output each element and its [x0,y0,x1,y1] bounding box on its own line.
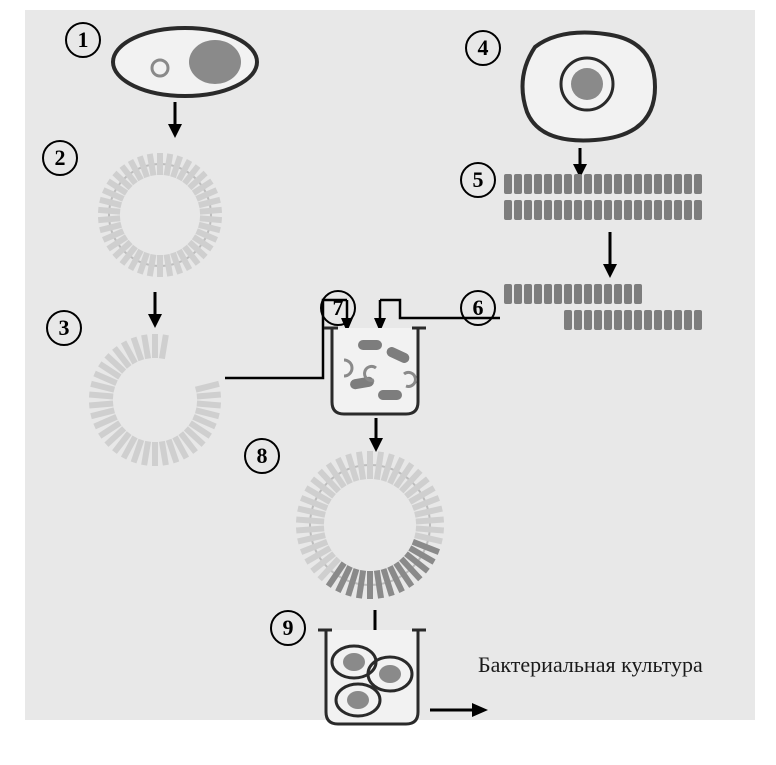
arrow-1-2 [165,102,185,138]
caption-bacterial-culture: Бактериальная культура [478,652,703,678]
badge-4: 4 [465,30,501,66]
dna-sticky-ends [500,278,720,348]
plasmid-ring [85,140,235,290]
badge-3-label: 3 [59,317,70,339]
badge-9-label: 9 [283,617,294,639]
badge-5-label: 5 [473,169,484,191]
badge-9: 9 [270,610,306,646]
badge-2-label: 2 [55,147,66,169]
badge-3: 3 [46,310,82,346]
badge-6-label: 6 [473,297,484,319]
badge-1: 1 [65,22,101,58]
badge-2: 2 [42,140,78,176]
dna-duplex [500,168,720,228]
badge-7-label: 7 [333,297,344,319]
badge-7: 7 [320,290,356,326]
badge-1-label: 1 [78,29,89,51]
beaker-mix [320,320,430,420]
arrow-5-6 [600,232,620,278]
beaker-culture [312,622,432,732]
diagram-canvas: Бактериальная культура 1 2 3 4 5 6 7 8 9 [0,0,776,765]
badge-8-label: 8 [257,445,268,467]
arrow-output [430,700,490,720]
eukaryote-cell [505,22,665,152]
badge-5: 5 [460,162,496,198]
badge-8: 8 [244,438,280,474]
badge-6: 6 [460,290,496,326]
bacterium-cell [105,22,265,102]
badge-4-label: 4 [478,37,489,59]
recombinant-plasmid [285,440,455,610]
cut-plasmid [75,320,235,480]
